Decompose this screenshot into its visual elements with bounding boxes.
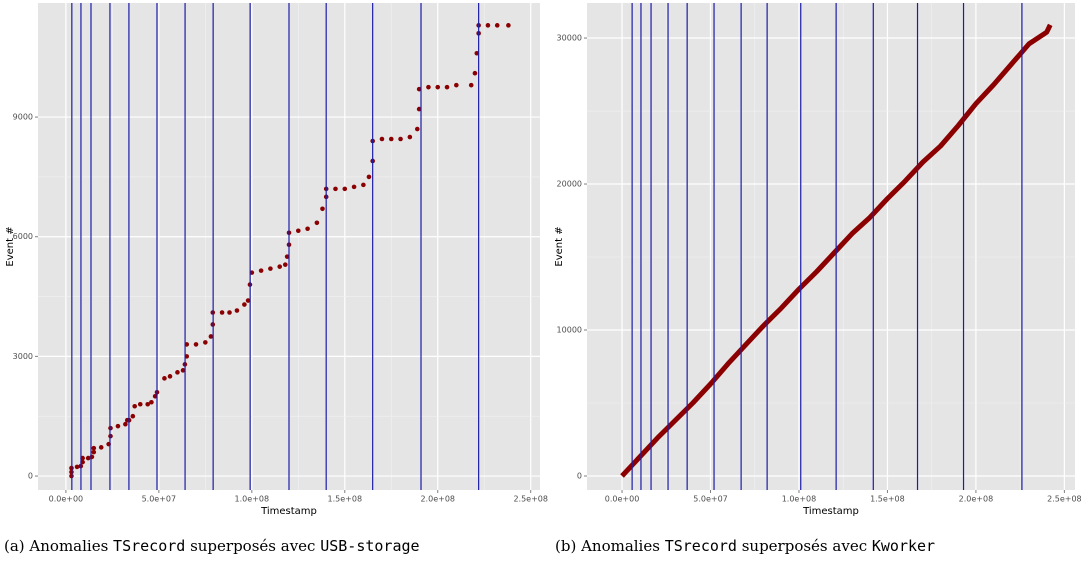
data-point — [203, 340, 208, 345]
x-tick-label: 5.0e+07 — [142, 495, 177, 504]
data-point — [98, 445, 104, 450]
y-tick-label: 0 — [577, 471, 582, 480]
data-point — [149, 399, 154, 405]
caption-part: superposés avec — [185, 537, 321, 555]
data-point — [242, 302, 247, 307]
y-tick-label: 20000 — [557, 180, 582, 189]
x-tick-label: 2.0e+08 — [959, 495, 994, 504]
data-point — [444, 84, 450, 90]
data-point — [472, 70, 478, 76]
data-point — [180, 368, 186, 373]
data-point — [74, 464, 80, 470]
data-point — [494, 23, 500, 28]
x-tick-label: 5.0e+07 — [693, 495, 728, 504]
data-point — [320, 206, 325, 212]
data-point — [435, 84, 441, 90]
data-point — [89, 454, 95, 460]
data-point — [91, 445, 97, 451]
data-point — [305, 226, 310, 232]
caption-part: USB-storage — [320, 537, 420, 555]
data-point — [333, 186, 338, 192]
data-point — [245, 298, 251, 303]
panel: 0.0e+00 5.0e+07 1.0e+08 1.5e+08 2.0e+08 2.5e+… — [554, 3, 1082, 517]
data-point — [361, 182, 366, 188]
data-point — [91, 449, 97, 455]
data-point — [426, 84, 431, 90]
data-point — [132, 403, 137, 409]
data-point — [193, 342, 199, 347]
data-point — [277, 264, 283, 269]
x-tick-label: 2.5e+08 — [513, 495, 548, 504]
data-point — [123, 421, 128, 427]
data-point — [268, 266, 273, 271]
data-point — [137, 401, 143, 407]
data-point — [388, 136, 394, 142]
data-point — [506, 23, 511, 28]
data-point — [152, 393, 158, 399]
data-point — [162, 376, 167, 381]
data-point — [314, 220, 320, 226]
x-tick-label: 2.5e+08 — [1047, 495, 1082, 504]
data-point — [416, 86, 422, 92]
y-tick-label: 0 — [28, 472, 33, 481]
caption-part: (b) Anomalies — [555, 537, 665, 555]
data-point — [115, 423, 121, 429]
data-point — [468, 82, 474, 88]
y-axis-title: Event # — [554, 226, 565, 266]
data-point — [145, 401, 150, 407]
x-tick-label: 1.5e+08 — [870, 495, 905, 504]
data-point — [282, 262, 288, 267]
x-tick-label: 0.0e+00 — [49, 495, 84, 504]
x-axis-title: Timestamp — [802, 506, 859, 517]
y-axis-title: Event # — [5, 226, 16, 266]
caption-part: TSrecord — [664, 537, 737, 555]
data-point — [407, 134, 413, 140]
caption-part: (a) Anomalies — [4, 537, 114, 555]
caption: (a) Anomalies TSrecord superposés avec U… — [4, 537, 420, 555]
data-point — [234, 308, 240, 313]
y-tick-label: 9000 — [13, 113, 33, 122]
data-point — [85, 455, 91, 461]
data-point — [219, 310, 225, 315]
data-line — [620, 23, 1053, 478]
caption-part: Kworker — [871, 537, 936, 555]
data-point — [175, 370, 180, 375]
caption-part: superposés avec — [736, 537, 872, 555]
y-tick-label: 30000 — [557, 34, 582, 43]
data-point — [454, 82, 459, 88]
x-tick-label: 1.5e+08 — [328, 495, 363, 504]
data-point — [295, 228, 301, 234]
caption: (b) Anomalies TSrecord superposés avec K… — [555, 537, 935, 555]
data-point — [351, 184, 357, 190]
y-tick-label: 10000 — [557, 326, 582, 335]
data-point — [227, 310, 232, 315]
data-point — [167, 374, 173, 379]
x-tick-label: 0.0e+00 — [605, 495, 640, 504]
y-tick-label: 6000 — [13, 232, 33, 241]
data-point — [284, 254, 290, 259]
y-tick-label: 3000 — [13, 352, 33, 361]
x-tick-label: 1.0e+08 — [235, 495, 270, 504]
data-point — [398, 136, 403, 142]
data-point — [379, 136, 385, 142]
data-point — [342, 186, 348, 192]
x-axis-title: Timestamp — [260, 506, 317, 517]
data-point — [474, 50, 480, 56]
caption-part: TSrecord — [113, 537, 186, 555]
panel: 0.0e+00 5.0e+07 1.0e+08 1.5e+08 2.0e+08 2.5e+… — [5, 3, 548, 517]
data-point — [485, 23, 491, 28]
data-point — [208, 334, 214, 339]
data-point — [366, 174, 372, 180]
data-point — [416, 106, 422, 112]
x-tick-label: 2.0e+08 — [420, 495, 455, 504]
data-point — [414, 126, 420, 132]
x-tick-label: 1.0e+08 — [782, 495, 817, 504]
data-point — [130, 413, 136, 419]
data-point — [258, 268, 264, 273]
